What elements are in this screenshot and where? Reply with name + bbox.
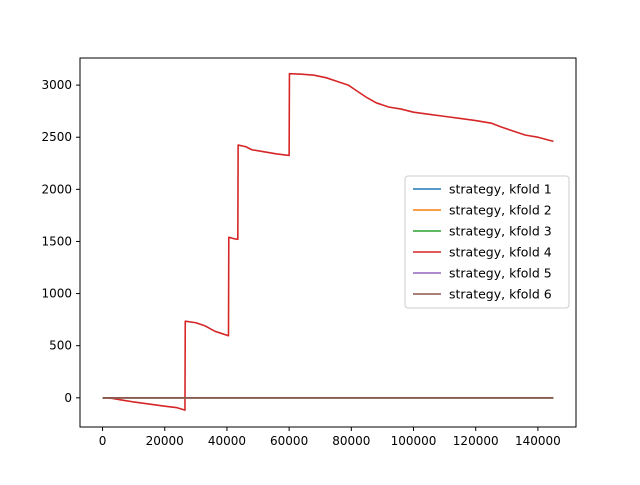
- y-tick-label: 500: [49, 339, 72, 353]
- x-tick-label: 40000: [208, 434, 246, 448]
- y-tick-label: 0: [64, 391, 72, 405]
- legend-label: strategy, kfold 1: [449, 182, 552, 197]
- x-tick-label: 100000: [391, 434, 437, 448]
- x-tick-label: 120000: [453, 434, 499, 448]
- axis-ticks: 0 20000 40000 60000 80000 100000 120000 140000 0…: [41, 78, 560, 448]
- axes-frame: [79, 57, 577, 428]
- series-lines: [102, 72, 554, 411]
- x-tick-label: 80000: [332, 434, 370, 448]
- legend-label: strategy, kfold 3: [449, 224, 552, 239]
- x-tick-label: 20000: [146, 434, 184, 448]
- y-tick-label: 3000: [41, 78, 72, 92]
- y-tick-label: 2000: [41, 182, 72, 196]
- legend-box: [404, 175, 570, 309]
- legend-label: strategy, kfold 4: [449, 245, 552, 260]
- legend-label: strategy, kfold 6: [449, 287, 552, 302]
- x-tick-label: 0: [99, 434, 107, 448]
- y-tick-label: 1500: [41, 234, 72, 248]
- legend: strategy, kfold 1 strategy, kfold 2 strate…: [404, 175, 570, 309]
- y-tick-label: 1000: [41, 287, 72, 301]
- legend-label: strategy, kfold 2: [449, 203, 552, 218]
- y-tick-label: 2500: [41, 130, 72, 144]
- legend-label: strategy, kfold 5: [449, 266, 552, 281]
- x-tick-label: 60000: [270, 434, 308, 448]
- series-line-kfold-4: [102, 72, 554, 411]
- x-tick-label: 140000: [515, 434, 561, 448]
